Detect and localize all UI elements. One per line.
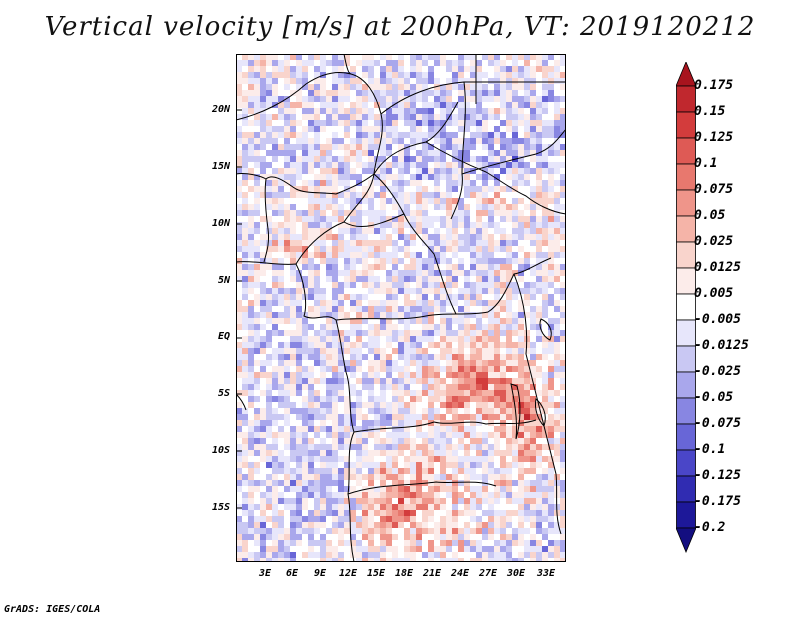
colorbar-label: -0.05 — [694, 390, 734, 405]
colorbar-label: 0.125 — [694, 130, 734, 145]
lon-label: 33E — [536, 568, 556, 579]
colorbar-bottom-arrow — [676, 527, 696, 553]
lon-label: 21E — [422, 568, 442, 579]
velocity-map — [236, 54, 566, 562]
colorbar-label: -0.2 — [694, 520, 726, 535]
colorbar-label: 0.05 — [694, 208, 726, 223]
colorbar-segment — [676, 293, 696, 321]
colorbar-segment — [676, 137, 696, 165]
colorbar-label: 0.0125 — [694, 260, 741, 275]
lon-label: 30E — [506, 568, 526, 579]
page-title: Vertical velocity [m/s] at 200hPa, VT: 2… — [44, 12, 756, 42]
country-borders — [236, 54, 566, 562]
colorbar-segment — [676, 267, 696, 295]
colorbar-label: 0.15 — [694, 104, 726, 119]
colorbar-label: -0.025 — [694, 364, 741, 379]
lat-label: 10N — [211, 218, 230, 229]
colorbar-segment — [676, 241, 696, 269]
lon-label: 15E — [366, 568, 386, 579]
lat-label: 15S — [211, 502, 230, 513]
colorbar-label: -0.005 — [694, 312, 741, 327]
colorbar-segment — [676, 371, 696, 399]
lon-label: 24E — [450, 568, 470, 579]
lake-outlines — [510, 318, 552, 440]
lon-label: 18E — [394, 568, 414, 579]
colorbar-segment — [676, 423, 696, 451]
colorbar-label: -0.1 — [694, 442, 726, 457]
lat-label: 20N — [211, 104, 230, 115]
grads-credit: GrADS: IGES/COLA — [4, 604, 101, 615]
colorbar-top-arrow — [676, 62, 696, 87]
lon-label: 27E — [478, 568, 498, 579]
colorbar-segment — [676, 189, 696, 217]
colorbar-segment — [676, 319, 696, 347]
lat-label: 5N — [217, 275, 230, 286]
colorbar-label: 0.005 — [694, 286, 734, 301]
lon-label: 9E — [313, 568, 327, 579]
velocity-field — [236, 54, 566, 562]
colorbar-segment — [676, 111, 696, 139]
colorbar-label: 0.075 — [694, 182, 734, 197]
lat-label: EQ — [217, 331, 230, 342]
colorbar — [676, 62, 696, 553]
colorbar-segment — [676, 449, 696, 477]
lat-label: 15N — [211, 161, 230, 172]
colorbar-label: 0.025 — [694, 234, 734, 249]
colorbar-label: -0.175 — [694, 494, 741, 509]
colorbar-label: -0.075 — [694, 416, 741, 431]
colorbar-segment — [676, 501, 696, 529]
colorbar-label: -0.0125 — [694, 338, 749, 353]
lon-label: 3E — [258, 568, 272, 579]
colorbar-segment — [676, 85, 696, 113]
lat-label: 5S — [217, 388, 230, 399]
colorbar-label: 0.1 — [694, 156, 718, 171]
colorbar-label: 0.175 — [694, 78, 734, 93]
colorbar-segment — [676, 215, 696, 243]
colorbar-segment — [676, 345, 696, 373]
lat-label: 10S — [211, 445, 230, 456]
colorbar-label: -0.125 — [694, 468, 741, 483]
map-frame — [236, 54, 566, 562]
colorbar-segment — [676, 475, 696, 503]
lon-label: 12E — [338, 568, 358, 579]
colorbar-segment — [676, 397, 696, 425]
colorbar-segment — [676, 163, 696, 191]
lon-label: 6E — [285, 568, 299, 579]
